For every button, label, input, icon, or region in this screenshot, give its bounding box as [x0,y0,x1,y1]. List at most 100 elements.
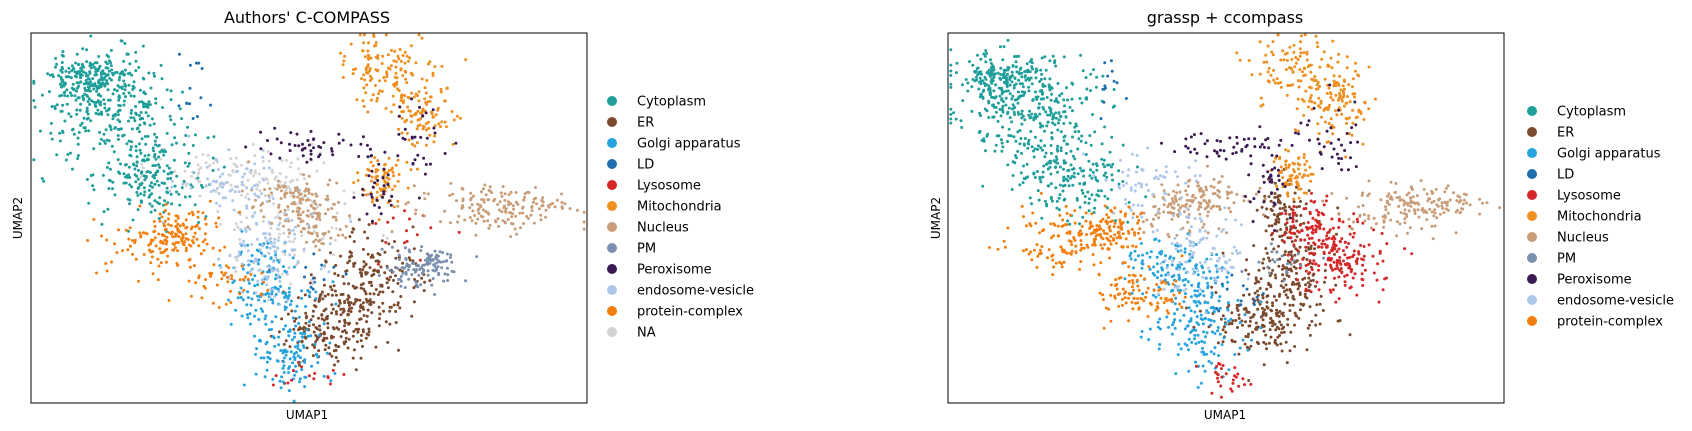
scatter-point [307,143,311,147]
scatter-point [276,246,279,250]
scatter-point [1329,263,1333,267]
scatter-point [1267,224,1271,228]
scatter-point [1244,308,1248,311]
scatter-point [1066,169,1070,173]
scatter-point [218,175,222,179]
scatter-point [261,155,265,159]
scatter-point [342,189,346,193]
scatter-point [160,215,164,219]
scatter-point [971,63,975,67]
scatter-point [1325,234,1329,238]
scatter-point [408,258,412,262]
scatter-point [177,235,181,238]
scatter-point [148,184,152,188]
scatter-point [331,280,335,284]
scatter-point [168,114,172,118]
scatter-point [104,66,108,70]
scatter-point [411,225,415,229]
scatter-point [125,52,129,56]
scatter-point [1262,329,1266,333]
scatter-point [352,329,356,333]
scatter-point [1111,162,1115,166]
scatter-point [984,77,988,81]
scatter-point [324,212,327,216]
scatter-point [1266,294,1270,298]
scatter-point [350,306,354,310]
scatter-point [148,193,152,197]
scatter-point [1121,143,1125,147]
scatter-point [1351,77,1355,81]
scatter-point [1237,384,1241,388]
scatter-point [296,344,300,347]
scatter-point [292,352,296,356]
scatter-point [189,227,193,231]
scatter-point [1141,292,1145,296]
scatter-point [110,71,114,75]
scatter-point [415,127,419,131]
scatter-point [299,192,303,196]
scatter-point [289,180,292,184]
scatter-point [307,324,311,328]
scatter-point [1276,194,1280,198]
scatter-point [411,259,415,263]
scatter-point [178,52,181,56]
scatter-point [329,379,333,383]
scatter-point [503,198,507,202]
scatter-point [1275,314,1279,318]
scatter-point [410,91,413,95]
scatter-point [129,94,133,98]
scatter-point [280,189,283,193]
scatter-point [1054,155,1058,159]
scatter-point [255,347,259,351]
scatter-point [1363,268,1367,272]
scatter-point [159,251,163,255]
scatter-point [1206,301,1210,305]
scatter-point [74,98,78,102]
scatter-point [1128,254,1132,258]
scatter-point [456,220,460,224]
scatter-point [327,270,331,274]
scatter-point [377,260,381,264]
scatter-point [163,199,167,203]
scatter-point [114,112,117,116]
scatter-point [1478,212,1482,216]
scatter-point [1268,321,1272,325]
scatter-point [296,354,300,358]
scatter-point [414,280,418,284]
scatter-point [1077,130,1081,133]
scatter-point [1004,96,1008,100]
scatter-point [170,202,174,206]
scatter-point [286,296,290,300]
scatter-point [274,374,278,378]
scatter-point [415,94,419,98]
scatter-point [582,227,586,231]
scatter-point [162,153,166,157]
scatter-point [1033,176,1037,179]
scatter-point [1302,191,1306,195]
scatter-point [1127,200,1131,204]
scatter-point [94,67,98,71]
scatter-point [106,73,110,77]
scatter-point [128,183,132,187]
scatter-point [949,69,953,73]
scatter-point [128,62,132,66]
scatter-point [1292,231,1296,235]
scatter-point [1351,108,1355,112]
scatter-point [1247,379,1251,382]
scatter-point [337,327,341,331]
scatter-point [312,330,316,334]
scatter-point [390,195,394,198]
scatter-point [1215,372,1219,376]
scatter-point [331,335,335,339]
scatter-point [364,193,368,197]
legend-item: Mitochondria [607,200,722,215]
scatter-point [1103,86,1107,90]
scatter-point [1386,194,1389,198]
scatter-point [1293,345,1297,348]
scatter-point [1305,296,1309,300]
scatter-point [994,95,998,99]
scatter-point [1385,199,1389,203]
scatter-point [1298,291,1302,295]
scatter-point [1302,156,1306,160]
scatter-point [1007,127,1011,131]
